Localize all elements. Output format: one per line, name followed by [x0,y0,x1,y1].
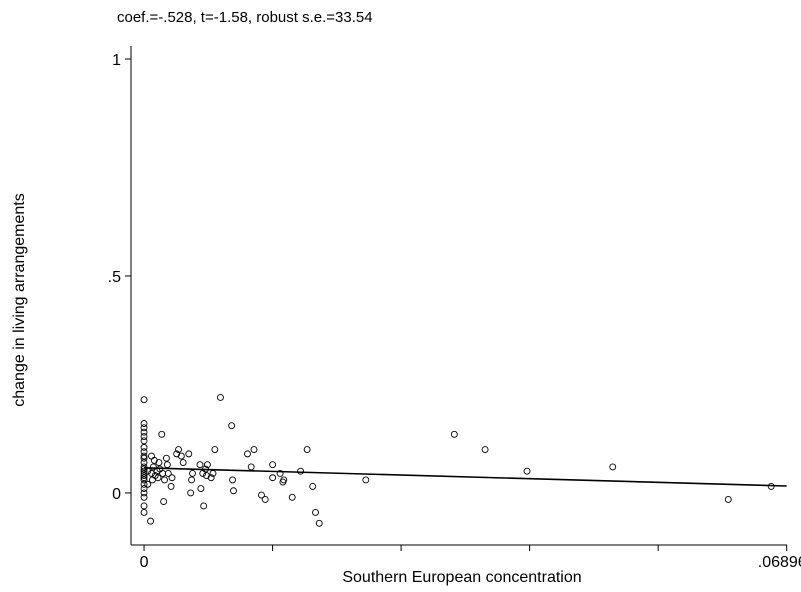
scatter-point [140,433,148,440]
scatter-point [140,469,148,477]
scatter-point [217,394,224,401]
scatter-point [247,463,255,471]
scatter-point [140,509,148,516]
scatter-point [164,469,172,477]
scatter-point [140,489,148,497]
scatter-point [315,519,323,527]
scatter-point [523,467,531,475]
y-axis-title: change in living arrangements [11,193,28,406]
scatter-point [168,474,176,482]
scatter-point [140,420,148,427]
scatter-point [160,498,168,506]
scatter-point [140,480,148,488]
y-axis: 0.51 [108,46,132,545]
chart-title: coef.=-.528, t=-1.58, robust s.e.=33.54 [117,9,373,26]
y-tick-label: 0 [112,486,121,503]
fit-line [144,466,787,487]
scatter-point [163,461,171,469]
scatter-point [261,495,269,503]
scatter-point [200,502,208,510]
scatter-point [609,463,617,471]
scatter-point [177,452,185,460]
scatter-point [207,474,215,482]
scatter-point [140,428,148,436]
scatter-point [767,482,775,490]
scatter-point [140,465,148,473]
scatter-points [140,394,775,527]
scatter-point [140,474,148,482]
scatter-point [140,463,148,471]
scatter-point [158,430,166,438]
scatter-point [187,489,195,497]
scatter-point [303,446,311,453]
scatter-point [140,454,148,462]
scatter-point [258,491,265,499]
scatter-point [724,495,732,503]
scatter-point [140,448,148,456]
scatter-point [269,461,277,469]
scatter-point [140,493,148,501]
scatter-point [175,446,182,453]
scatter-point [140,459,148,467]
scatter-point [244,450,251,458]
scatter-point [288,493,296,501]
scatter-point [147,517,155,525]
x-axis-title: Southern European concentration [342,569,581,586]
scatter-point [309,482,317,490]
scatter-point [161,476,168,484]
scatter-point [140,476,148,484]
scatter-point [140,443,148,451]
scatter-point [189,469,196,477]
fit-line-layer [144,466,787,487]
scatter-point [250,446,258,453]
scatter-point [140,396,148,404]
scatter-point [140,485,148,493]
scatter-point [230,487,237,495]
scatter-point [228,422,236,430]
scatter-point [144,480,152,488]
scatter-point [203,461,211,469]
scatter-point [140,472,148,480]
scatter-point [211,446,219,453]
x-tick-label: 0 [140,554,149,571]
scatter-point [276,469,284,477]
scatter-point [362,476,370,484]
scatter-point [154,474,162,482]
scatter-point [179,459,187,467]
scatter-point [140,437,148,445]
x-tick-label: .068966 [758,554,801,571]
scatter-point [196,461,204,469]
scatter-point [269,474,277,482]
scatter-point [229,476,237,484]
scatter-point [185,450,193,458]
scatter-point [280,476,288,484]
scatter-point [148,452,155,460]
scatter-point [188,476,196,484]
y-tick-label: 1 [112,52,121,69]
scatter-point [162,454,170,462]
scatter-point [197,485,205,493]
y-tick-label: .5 [108,269,121,286]
scatter-point [450,430,458,438]
x-axis: 0 .068966 [131,544,801,571]
scatter-point [140,452,148,460]
scatter-point [167,482,175,490]
scatter-point [312,509,319,516]
scatter-point [149,463,157,471]
scatter-point [159,469,167,477]
scatter-point [148,476,156,484]
scatter-point [481,446,489,453]
scatter-point [297,467,305,475]
scatter-point [140,502,148,510]
scatter-point [140,424,148,432]
scatter-point [155,459,163,467]
